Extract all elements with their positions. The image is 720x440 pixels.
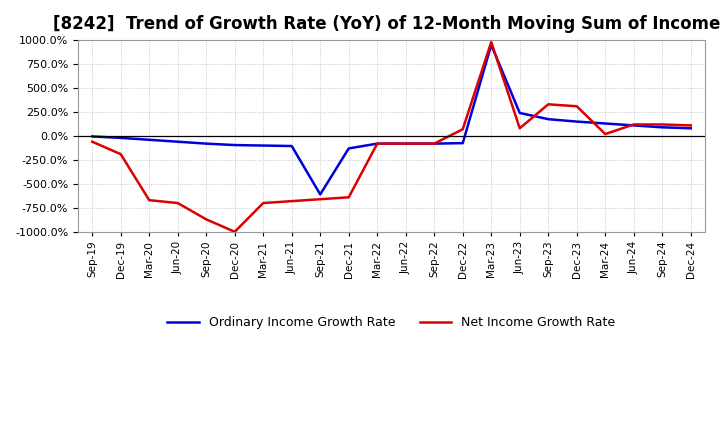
Net Income Growth Rate — [402, 141, 410, 146]
Ordinary Income Growth Rate — [459, 140, 467, 146]
Net Income Growth Rate — [145, 198, 153, 203]
Net Income Growth Rate — [544, 102, 552, 107]
Ordinary Income Growth Rate — [544, 117, 552, 122]
Net Income Growth Rate — [344, 194, 353, 200]
Line: Net Income Growth Rate: Net Income Growth Rate — [92, 42, 690, 232]
Title: [8242]  Trend of Growth Rate (YoY) of 12-Month Moving Sum of Incomes: [8242] Trend of Growth Rate (YoY) of 12-… — [53, 15, 720, 33]
Net Income Growth Rate — [287, 198, 296, 204]
Net Income Growth Rate — [316, 197, 325, 202]
Net Income Growth Rate — [88, 139, 96, 144]
Ordinary Income Growth Rate — [487, 42, 495, 48]
Net Income Growth Rate — [459, 127, 467, 132]
Net Income Growth Rate — [487, 40, 495, 45]
Ordinary Income Growth Rate — [259, 143, 268, 148]
Ordinary Income Growth Rate — [686, 126, 695, 131]
Net Income Growth Rate — [174, 200, 182, 205]
Net Income Growth Rate — [117, 151, 125, 157]
Ordinary Income Growth Rate — [344, 146, 353, 151]
Net Income Growth Rate — [572, 103, 581, 109]
Net Income Growth Rate — [516, 126, 524, 131]
Net Income Growth Rate — [658, 122, 667, 127]
Line: Ordinary Income Growth Rate: Ordinary Income Growth Rate — [92, 45, 690, 194]
Ordinary Income Growth Rate — [316, 192, 325, 197]
Net Income Growth Rate — [601, 132, 610, 137]
Ordinary Income Growth Rate — [629, 123, 638, 128]
Net Income Growth Rate — [430, 141, 438, 146]
Ordinary Income Growth Rate — [373, 141, 382, 146]
Legend: Ordinary Income Growth Rate, Net Income Growth Rate: Ordinary Income Growth Rate, Net Income … — [163, 311, 621, 334]
Net Income Growth Rate — [629, 122, 638, 127]
Net Income Growth Rate — [686, 123, 695, 128]
Ordinary Income Growth Rate — [601, 121, 610, 126]
Ordinary Income Growth Rate — [202, 141, 210, 146]
Ordinary Income Growth Rate — [658, 125, 667, 130]
Ordinary Income Growth Rate — [572, 119, 581, 124]
Net Income Growth Rate — [202, 217, 210, 222]
Ordinary Income Growth Rate — [402, 141, 410, 146]
Ordinary Income Growth Rate — [174, 139, 182, 144]
Net Income Growth Rate — [373, 141, 382, 146]
Ordinary Income Growth Rate — [516, 110, 524, 116]
Net Income Growth Rate — [230, 229, 239, 235]
Net Income Growth Rate — [259, 200, 268, 205]
Ordinary Income Growth Rate — [430, 141, 438, 146]
Ordinary Income Growth Rate — [230, 143, 239, 148]
Ordinary Income Growth Rate — [88, 134, 96, 139]
Ordinary Income Growth Rate — [117, 135, 125, 140]
Ordinary Income Growth Rate — [145, 137, 153, 143]
Ordinary Income Growth Rate — [287, 143, 296, 149]
